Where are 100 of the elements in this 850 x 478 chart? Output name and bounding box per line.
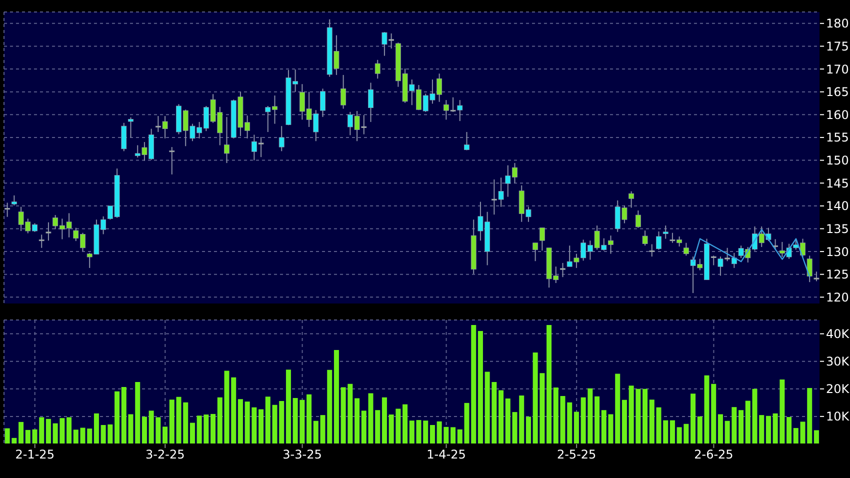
bar	[121, 386, 126, 444]
y-tick-label: 160	[826, 108, 849, 122]
bar	[210, 414, 216, 444]
bar	[697, 416, 702, 444]
x-tick-label: 1-4-25	[426, 448, 466, 462]
candlestick	[4, 202, 10, 218]
bar	[190, 422, 195, 444]
candlestick	[628, 190, 634, 208]
bar	[409, 420, 414, 444]
candlestick	[649, 244, 655, 258]
bar	[286, 370, 291, 444]
x-tick-label: 3-3-25	[282, 448, 322, 462]
candlestick	[46, 222, 52, 242]
y-tick-label: 130	[826, 244, 849, 259]
y-tick-label: 170	[826, 62, 849, 76]
x-tick-label: 2-1-25	[15, 448, 54, 462]
y-tick-label: 40K	[826, 327, 850, 342]
bar	[601, 410, 606, 444]
candlestick	[320, 88, 326, 118]
bar	[313, 420, 318, 444]
y-tick-label: 165	[826, 85, 849, 100]
candlestick	[224, 116, 230, 164]
bar	[745, 400, 750, 444]
bar	[594, 396, 600, 444]
candlestick	[560, 262, 566, 278]
candlestick	[368, 82, 374, 122]
bar	[430, 424, 435, 444]
y-tick-label: 140	[826, 199, 849, 214]
y-tick-label: 30K	[826, 354, 850, 369]
y-tick-label: 120	[826, 290, 849, 304]
candlestick	[38, 234, 44, 248]
candlestick	[539, 227, 545, 252]
bar	[73, 430, 78, 444]
bar	[258, 409, 264, 444]
candlestick	[656, 230, 662, 250]
candlestick	[642, 230, 648, 246]
y-tick-label: 150	[826, 154, 849, 168]
candlestick	[278, 126, 284, 152]
bar	[738, 410, 744, 444]
bar	[526, 416, 531, 444]
bar	[94, 413, 99, 444]
candlestick	[662, 225, 668, 240]
candlestick	[683, 242, 689, 256]
bar	[505, 398, 510, 444]
bar	[546, 324, 552, 444]
bar	[649, 400, 654, 444]
bar	[670, 420, 675, 444]
bar	[334, 350, 339, 444]
candlestick	[121, 122, 127, 152]
bar	[718, 414, 723, 444]
y-tick-label: 175	[826, 39, 849, 54]
bar	[66, 417, 72, 444]
bar	[793, 428, 798, 444]
bar	[766, 416, 771, 444]
candlestick	[340, 74, 346, 110]
y-tick-label: 180	[826, 16, 849, 31]
candlestick	[532, 242, 538, 262]
candlestick	[11, 194, 17, 206]
bar	[18, 422, 24, 444]
y-tick-label: 135	[826, 222, 849, 236]
candlestick	[374, 59, 380, 80]
candlestick	[464, 131, 470, 151]
bar	[142, 416, 147, 444]
x-tick-label: 2-5-25	[556, 448, 596, 462]
bar	[306, 394, 312, 444]
y-tick-label: 125	[826, 268, 849, 282]
bar	[217, 397, 222, 444]
candlestick	[128, 116, 134, 138]
y-tick-label: 145	[826, 176, 849, 190]
bar	[162, 426, 168, 444]
bar	[786, 416, 792, 444]
bar	[642, 388, 648, 444]
bar	[238, 399, 243, 444]
bar	[690, 394, 696, 444]
bar	[622, 400, 627, 444]
bar	[265, 396, 270, 444]
candlestick	[635, 210, 641, 228]
x-tick-label: 2-6-25	[694, 448, 734, 462]
bar	[46, 418, 51, 444]
candlestick	[169, 146, 175, 175]
bar	[361, 410, 366, 444]
bar	[114, 391, 120, 444]
bar	[354, 398, 360, 444]
y-tick-label: 155	[826, 130, 849, 145]
bar	[402, 404, 408, 444]
y-tick-label: 10K	[826, 410, 850, 424]
bar	[450, 427, 456, 444]
candlestick	[608, 235, 614, 254]
bar	[382, 397, 387, 444]
bar	[553, 388, 558, 444]
candlestick	[806, 255, 812, 283]
bar	[498, 390, 504, 444]
x-tick-label: 3-2-25	[146, 448, 185, 462]
bar	[574, 412, 579, 444]
y-tick-label: 20K	[826, 382, 850, 396]
bar	[814, 430, 819, 444]
bar	[169, 400, 174, 444]
bar	[25, 430, 30, 444]
bar	[478, 331, 483, 444]
bar	[457, 429, 462, 444]
